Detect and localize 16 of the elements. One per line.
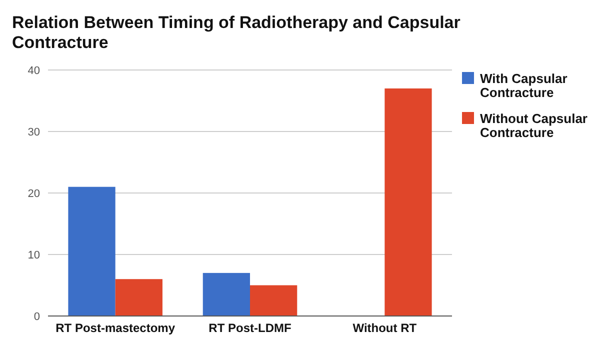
- bar: [384, 88, 432, 316]
- x-tick-label: RT Post-LDMF: [208, 321, 292, 335]
- chart-title: Relation Between Timing of Radiotherapy and Capsular Contracture: [12, 13, 461, 52]
- bar: [250, 285, 298, 316]
- y-tick-label: 0: [34, 310, 40, 323]
- x-tick-label: Without RT: [352, 321, 418, 335]
- y-tick-label: 10: [28, 249, 40, 262]
- x-tick-label: RT Post-mastectomy: [56, 321, 176, 335]
- legend-label: With Capsular Contracture: [480, 71, 568, 100]
- legend-label: Without Capsular Contracture: [480, 111, 588, 140]
- y-tick-label: 30: [28, 126, 40, 138]
- bar: [115, 279, 162, 316]
- bar: [68, 186, 116, 316]
- y-tick-label: 20: [28, 188, 40, 200]
- bar: [202, 272, 250, 316]
- y-tick-label: 40: [28, 64, 40, 77]
